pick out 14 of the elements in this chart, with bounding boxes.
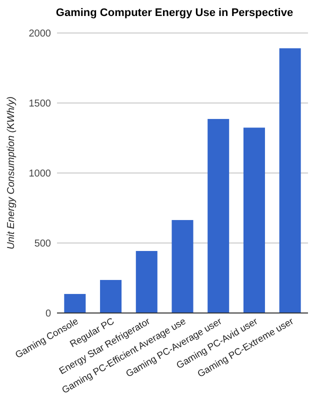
bar [100, 280, 122, 313]
bar [279, 48, 301, 313]
chart-title: Gaming Computer Energy Use in Perspective [56, 7, 294, 19]
bar [136, 250, 158, 313]
y-tick-label: 2000 [28, 28, 52, 40]
y-tick-label: 500 [34, 238, 52, 250]
bar [208, 118, 230, 313]
y-axis-title: Unit Energy Consumption (KWh/y) [6, 96, 17, 250]
bar [64, 294, 86, 313]
y-tick-label: 1000 [28, 168, 52, 180]
bar [243, 128, 265, 313]
bar [172, 220, 194, 313]
y-tick-label: 1500 [28, 98, 52, 110]
y-tick-label: 0 [45, 308, 52, 320]
